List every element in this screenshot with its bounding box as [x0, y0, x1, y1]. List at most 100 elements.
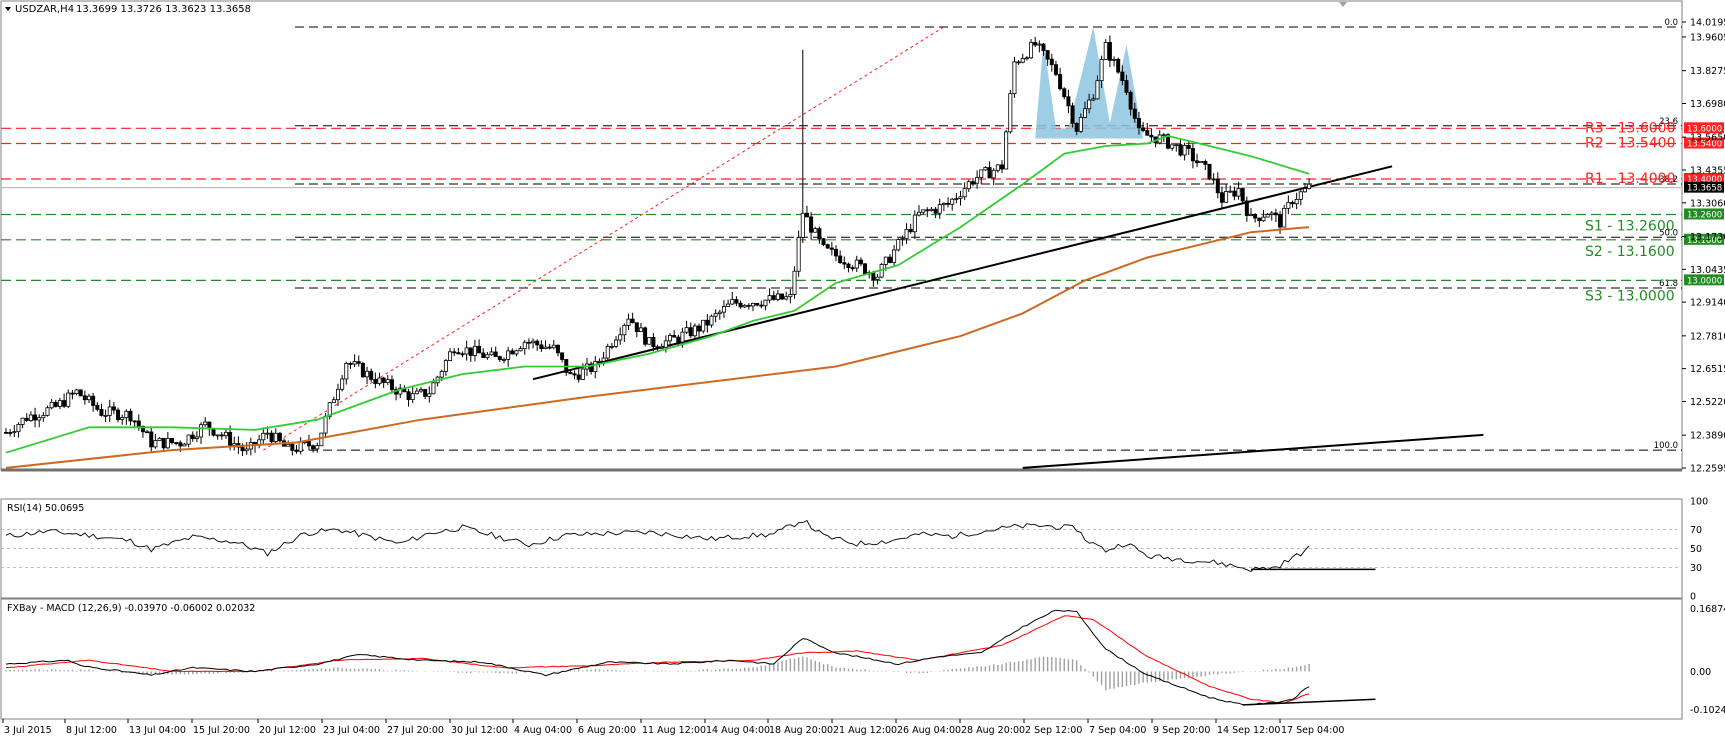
- candle-body: [701, 319, 706, 332]
- candle-body: [875, 276, 880, 280]
- candle-body: [319, 432, 324, 447]
- candle-body: [933, 208, 938, 214]
- candle-body: [140, 425, 145, 433]
- candle-body: [120, 417, 125, 421]
- candle-body: [1174, 144, 1179, 147]
- price-axis-label: 13.9605: [1690, 32, 1725, 43]
- rsi-title: RSI(14) 50.0695: [7, 503, 84, 514]
- candle-body: [273, 432, 278, 443]
- candle-body: [1182, 145, 1187, 156]
- time-axis-label: 20 Jul 12:00: [259, 725, 316, 736]
- time-axis-label: 30 Jul 12:00: [451, 725, 508, 736]
- candle-body: [755, 302, 760, 306]
- candle-body: [614, 339, 619, 347]
- candle-body: [692, 325, 697, 337]
- candle-body: [668, 335, 673, 342]
- candle-body: [356, 361, 361, 364]
- candle-body: [352, 361, 357, 365]
- price-axis-label: 13.6980: [1690, 99, 1725, 110]
- candle-body: [560, 352, 565, 360]
- price-axis-label: 13.5650: [1690, 133, 1725, 144]
- candle-body: [643, 327, 648, 345]
- candle-body: [672, 335, 677, 338]
- candle-body: [846, 263, 851, 269]
- candle-body: [522, 341, 527, 350]
- candle-body: [269, 432, 274, 443]
- candle-body: [174, 442, 179, 445]
- candle-body: [659, 346, 664, 349]
- candle-body: [697, 325, 702, 332]
- candle-body: [182, 443, 187, 447]
- level-label-s3: S3 - 13.0000: [1585, 288, 1675, 304]
- candle-body: [1091, 98, 1096, 101]
- price-axis-label: 12.2595: [1690, 464, 1725, 475]
- time-axis-label: 9 Sep 20:00: [1153, 725, 1210, 736]
- fib-level-label: 23.6: [1659, 117, 1678, 127]
- candle-body: [1037, 43, 1042, 46]
- candle-body: [871, 272, 876, 280]
- candle-body: [78, 389, 83, 397]
- candle-body: [427, 393, 432, 397]
- time-axis-label: 8 Jul 12:00: [66, 725, 117, 736]
- candle-body: [1249, 213, 1254, 216]
- candle-body: [987, 167, 992, 179]
- candle-body: [1298, 191, 1303, 200]
- level-label-r2: R2 - 13.5400: [1585, 136, 1675, 152]
- candle-body: [360, 362, 365, 378]
- candle-body: [709, 315, 714, 326]
- price-tag-text: 13.0000: [1687, 276, 1722, 286]
- fib-level-label: 50.0: [1659, 228, 1678, 238]
- candle-body: [970, 181, 975, 184]
- candle-body: [721, 306, 726, 313]
- candle-body: [1215, 178, 1220, 194]
- price-axis-label: 12.5220: [1690, 397, 1725, 408]
- price-panel: [0, 0, 1683, 471]
- candle-body: [452, 351, 457, 354]
- candle-body: [294, 450, 299, 452]
- price-axis-label: 13.1730: [1690, 232, 1725, 243]
- candle-body: [792, 270, 797, 295]
- candle-body: [829, 247, 834, 250]
- candle-body: [1033, 41, 1038, 46]
- candle-body: [41, 414, 46, 419]
- head-and-shoulders-pattern: [1035, 26, 1144, 139]
- candle-body: [734, 299, 739, 304]
- candle-body: [738, 302, 743, 308]
- candle-body: [501, 359, 506, 361]
- macd-panel: [0, 598, 1683, 720]
- candle-body: [8, 432, 13, 434]
- candle-body: [377, 377, 382, 384]
- candle-body: [817, 228, 822, 240]
- macd-divergence-line: [1242, 698, 1376, 706]
- time-axis-label: 23 Jul 04:00: [323, 725, 380, 736]
- price-tag-text: 13.5400: [1687, 140, 1722, 150]
- candle-body: [12, 431, 17, 434]
- candle-body: [1195, 160, 1200, 164]
- candle-body: [497, 356, 502, 360]
- candle-body: [111, 406, 116, 411]
- candle-body: [385, 379, 390, 383]
- dropdown-triangle-icon[interactable]: [5, 7, 11, 11]
- candle-body: [543, 346, 548, 350]
- price-axis-label: 13.3060: [1690, 198, 1725, 209]
- candle-body: [153, 440, 158, 448]
- candle-body: [1045, 50, 1050, 60]
- candle-body: [726, 303, 731, 307]
- candle-body: [904, 228, 909, 240]
- candle-body: [1278, 214, 1283, 228]
- candle-body: [468, 347, 473, 356]
- candle-body: [1186, 145, 1191, 149]
- candle-body: [1302, 188, 1307, 193]
- candle-body: [1261, 216, 1266, 222]
- candle-body: [431, 382, 436, 395]
- candle-body: [510, 350, 515, 355]
- candle-body: [941, 202, 946, 205]
- candle-body: [1307, 183, 1312, 189]
- candle-body: [62, 400, 67, 407]
- price-axis-label: 13.4355: [1690, 165, 1725, 176]
- candle-body: [630, 318, 635, 324]
- ma-fast-line: [5, 134, 1310, 454]
- macd-line: [5, 609, 1310, 706]
